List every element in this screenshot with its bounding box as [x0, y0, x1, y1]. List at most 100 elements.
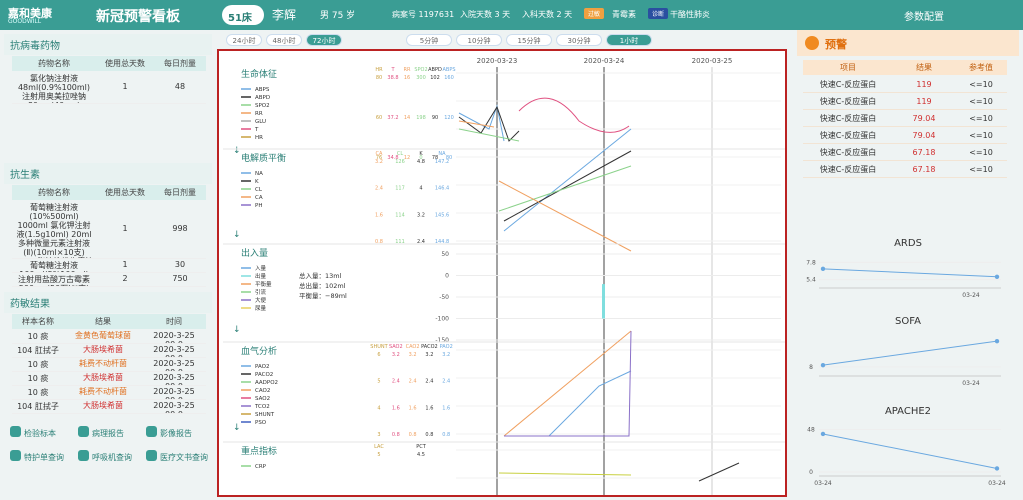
tab[interactable]: 48小时 — [266, 34, 302, 46]
scale-value: 1.6 — [425, 405, 433, 411]
table-cell: 10 痰 — [12, 372, 64, 386]
scale-value: 2.4 — [425, 379, 433, 385]
table-cell: 67.18 — [893, 161, 955, 178]
date-label: 2020-03-25 — [692, 57, 733, 65]
left-panel: 抗病毒药物 药物名称 使用总天数 每日剂量 氯化钠注射液48ml(0.9%100ml) … — [4, 34, 214, 496]
scale-value: 0.8 — [375, 239, 383, 245]
trend-line — [498, 165, 632, 212]
table-header: 药物名称 — [12, 56, 96, 71]
x-tick-label: 03-24 — [962, 380, 980, 387]
shortcut-button[interactable]: 影像报告 — [146, 426, 192, 439]
table-header: 样本名称 — [12, 314, 64, 329]
warning-title: 预警 — [825, 38, 847, 51]
table-cell: 119 — [893, 93, 955, 110]
legend-label: CA — [255, 195, 263, 201]
tab[interactable]: 10分钟 — [456, 34, 502, 46]
tab[interactable]: 30分钟 — [556, 34, 602, 46]
warning-header — [797, 30, 1019, 56]
shortcut-button[interactable]: 医疗文书查询 — [146, 450, 208, 463]
score-line — [822, 340, 998, 366]
tab[interactable]: 72小时 — [306, 34, 342, 46]
shortcut-button[interactable]: 病理报告 — [78, 426, 124, 439]
legend-label: ABPS — [255, 87, 270, 93]
settings-button[interactable]: 参数配置 — [904, 12, 944, 23]
allergy: 青霉素 — [612, 10, 636, 19]
legend-label: GLU — [255, 119, 266, 125]
x-tick-label: 03-24 — [962, 292, 980, 299]
scale-header: PACO2 — [421, 344, 438, 350]
collapse-arrow: ↓ — [233, 230, 241, 240]
bed: 51床 — [222, 5, 264, 25]
table-cell: 1 — [96, 259, 154, 273]
middle-panel: 24小时 48小时 72小时 5分钟 10分钟 15分钟 30分钟 1小时 2020-03-23… — [216, 30, 788, 498]
shortcut-button[interactable]: 呼吸机查询 — [78, 450, 132, 463]
scale-value: 14 — [404, 115, 410, 121]
collapse-arrow: ↓ — [233, 146, 241, 156]
table-cell: 快速C-反应蛋白 — [803, 110, 893, 127]
header: 嘉和美康 GOODWILL 新冠预警看板 51床 李辉 男 75 岁 病案号 1197631… — [0, 0, 1023, 30]
legend-label: CRP — [255, 464, 267, 470]
scale-header: SHUNT — [370, 344, 388, 350]
scale-value: 102 — [430, 75, 440, 81]
panel-title: 血气分析 — [241, 345, 277, 357]
trend-line — [503, 128, 632, 232]
table-cell: 1 — [96, 72, 154, 104]
x-tick-label: 03-24 — [988, 480, 1006, 487]
scale-value: 1.6 — [392, 405, 400, 411]
table-cell: 2020-3-25 00:0 — [142, 386, 206, 400]
legend-label: 入量 — [255, 265, 267, 272]
shortcut-button[interactable]: 检验标本 — [10, 426, 56, 439]
table-cell: 67.18 — [893, 144, 955, 161]
score-line — [822, 268, 998, 278]
shortcut-icon — [146, 450, 157, 461]
logo: 嘉和美康 — [8, 7, 52, 20]
tab[interactable]: 5分钟 — [406, 34, 452, 46]
scale-value: 147.2 — [435, 159, 449, 165]
table-header: 参考值 — [955, 60, 1007, 75]
legend-label: CAO2 — [255, 388, 270, 394]
trend-line — [458, 105, 520, 142]
table-cell: <=10 — [955, 127, 1007, 144]
scale-value: 4.5 — [417, 452, 425, 458]
trend-line — [458, 104, 505, 142]
scale-value: 145.6 — [435, 212, 449, 218]
scale-value: 3.2 — [392, 352, 400, 358]
table-cell: 104 肛拭子 — [12, 344, 64, 358]
shortcut-button[interactable]: 特护单查询 — [10, 450, 64, 463]
score-line — [822, 433, 998, 469]
score-point — [994, 466, 1000, 471]
scale-header: LAC — [374, 444, 384, 450]
tab[interactable]: 1小时 — [606, 34, 652, 46]
legend-label: T — [254, 127, 259, 133]
scale-value: 12 — [404, 155, 410, 161]
table-cell: 48 — [154, 72, 206, 104]
table-header: 每日剂量 — [154, 56, 206, 71]
scale-value: 2.4 — [417, 239, 425, 245]
tab[interactable]: 15分钟 — [506, 34, 552, 46]
y-tick-label: 50 — [441, 251, 449, 258]
scale-value: 4.8 — [417, 159, 425, 165]
y-tick-label: -50 — [439, 294, 449, 301]
legend-label: PH — [255, 203, 262, 209]
tab[interactable]: 24小时 — [226, 34, 262, 46]
scale-header: K — [419, 151, 423, 157]
collapse-arrow: ↓ — [233, 325, 241, 335]
scale-value: 160 — [444, 75, 454, 81]
scale-value: 120 — [444, 115, 454, 121]
score-point — [820, 266, 826, 272]
collapse-arrow: ↓ — [233, 423, 241, 433]
scale-value: 111 — [395, 239, 405, 245]
score-point — [994, 274, 1000, 279]
trend-line — [498, 472, 632, 476]
y-tick-label: 48 — [807, 427, 815, 434]
scale-value: 80 — [376, 75, 382, 81]
scale-value: 146.4 — [435, 186, 449, 192]
table-cell: <=10 — [955, 161, 1007, 178]
table-cell: 2020-3-25 00:0 — [142, 400, 206, 414]
scale-value: 0.8 — [425, 432, 433, 438]
legend-label: K — [255, 179, 259, 185]
legend-label: ABPD — [255, 95, 270, 101]
section-title: 抗病毒药物 — [4, 34, 212, 55]
